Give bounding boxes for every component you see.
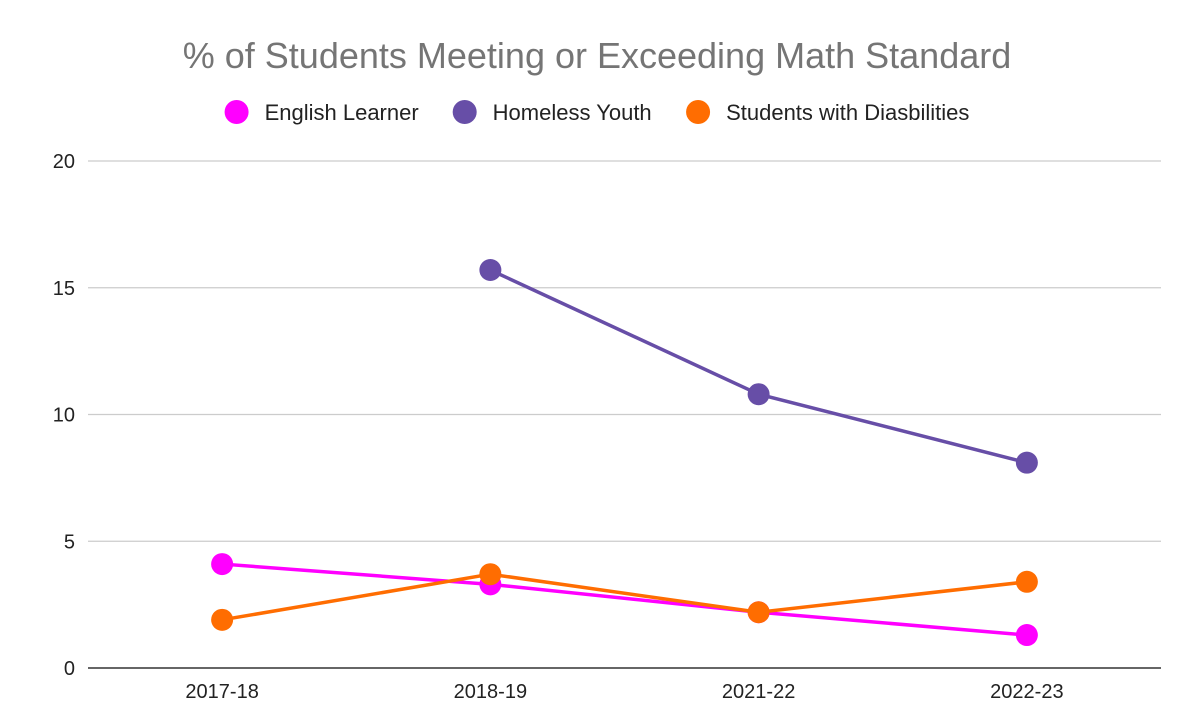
legend-marker [452, 100, 477, 124]
y-tick-label: 15 [53, 278, 75, 300]
data-point [479, 563, 502, 586]
data-point [479, 259, 502, 282]
legend-marker [224, 100, 249, 124]
data-point [211, 608, 234, 631]
y-axis-ticks: 0 5 10 15 20 [53, 151, 75, 680]
legend-label: Students with Diasbilities [726, 100, 969, 125]
legend-item: English Learner [224, 100, 419, 125]
series-line [221, 572, 1028, 622]
legend-item: Homeless Youth [452, 100, 652, 125]
y-tick-label: 0 [64, 658, 75, 680]
data-point [1015, 451, 1038, 474]
y-tick-label: 10 [53, 405, 75, 427]
x-axis-ticks: 2017-18 2018-19 2021-22 2022-23 [185, 681, 1063, 703]
data-point [1015, 570, 1038, 593]
x-tick-label: 2017-18 [185, 681, 258, 703]
x-tick-label: 2021-22 [722, 681, 795, 703]
series-line [221, 562, 1028, 637]
data-point [747, 383, 770, 406]
legend-label: Homeless Youth [493, 100, 652, 125]
series-line [489, 268, 1028, 465]
series-students-with-diasbilities [211, 563, 1038, 631]
series-group [211, 259, 1038, 647]
legend-label: English Learner [265, 100, 419, 125]
legend-item: Students with Diasbilities [686, 100, 969, 125]
y-tick-label: 5 [64, 531, 75, 553]
y-tick-label: 20 [53, 151, 75, 173]
chart-title: % of Students Meeting or Exceeding Math … [183, 35, 1012, 76]
data-point [211, 553, 234, 576]
data-point [1015, 624, 1038, 647]
data-point [747, 601, 770, 624]
gridlines [88, 160, 1161, 542]
x-tick-label: 2018-19 [454, 681, 527, 703]
legend: English Learner Homeless Youth Students wi… [224, 100, 969, 125]
legend-marker [686, 100, 711, 124]
series-homeless-youth [479, 259, 1038, 474]
x-tick-label: 2022-23 [990, 681, 1063, 703]
